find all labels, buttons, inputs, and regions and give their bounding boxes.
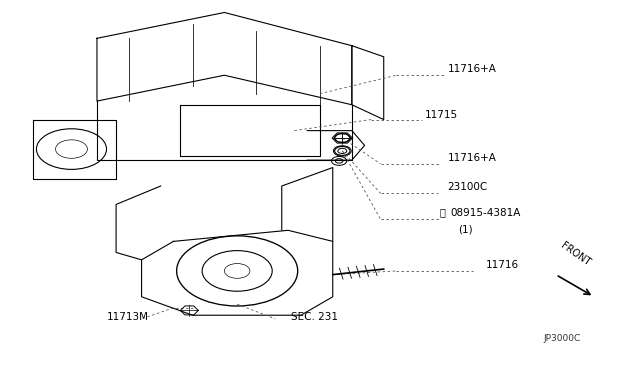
Text: 11716+A: 11716+A — [447, 153, 496, 163]
Text: (1): (1) — [458, 224, 472, 234]
Text: SEC. 231: SEC. 231 — [291, 312, 339, 322]
Text: FRONT: FRONT — [559, 240, 592, 267]
Text: Ⓥ: Ⓥ — [440, 208, 445, 218]
Text: 08915-4381A: 08915-4381A — [451, 208, 521, 218]
Text: 23100C: 23100C — [447, 182, 488, 192]
Text: 11716: 11716 — [486, 260, 519, 270]
Text: JP3000C: JP3000C — [543, 334, 580, 343]
Text: 11716+A: 11716+A — [447, 64, 496, 74]
Text: 11715: 11715 — [425, 110, 458, 120]
Text: 11713M: 11713M — [106, 312, 148, 322]
